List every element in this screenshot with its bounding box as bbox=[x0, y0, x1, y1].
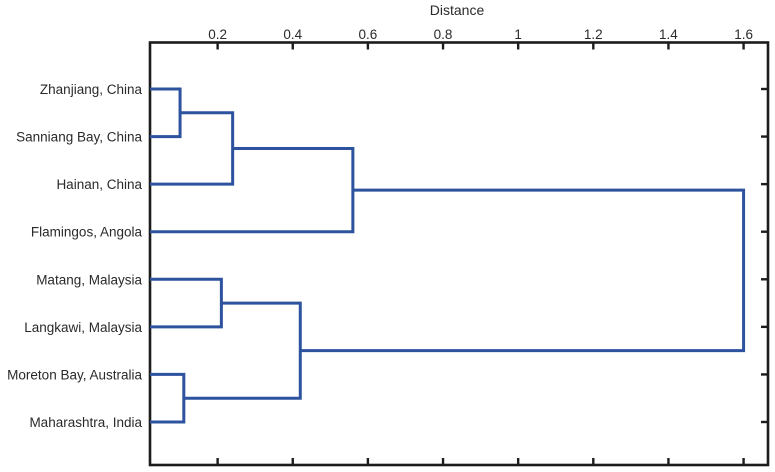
dendrogram-link bbox=[150, 87, 182, 139]
axis-tick-label: 1.2 bbox=[584, 27, 603, 42]
axis-tick-label: 1.4 bbox=[659, 27, 678, 42]
axis-title: Distance bbox=[430, 2, 485, 18]
plot-frame bbox=[148, 41, 770, 467]
axis-tick-label: 1 bbox=[514, 27, 522, 42]
dendrogram-link bbox=[150, 146, 355, 234]
dendrogram-link bbox=[150, 111, 235, 186]
dendrogram-link bbox=[300, 188, 746, 353]
dendrogram-content: Zhanjiang, China Sanniang Bay, China Haina… bbox=[7, 27, 770, 467]
axis-tick-label: 0.4 bbox=[283, 27, 302, 42]
axis-tick-label: 0.8 bbox=[434, 27, 453, 42]
leaf-label: Maharashtra, India bbox=[29, 415, 142, 430]
dendrogram-link bbox=[183, 301, 302, 400]
leaf-label: Moreton Bay, Australia bbox=[7, 367, 142, 382]
leaf-label: Langkawi, Malaysia bbox=[24, 320, 142, 335]
axis-tick-label: 0.6 bbox=[359, 27, 378, 42]
axis-tick-label: 1.6 bbox=[734, 27, 753, 42]
leaf-label: Sanniang Bay, China bbox=[16, 130, 142, 145]
leaf-label: Zhanjiang, China bbox=[40, 82, 143, 97]
leaf-label: Matang, Malaysia bbox=[36, 272, 142, 287]
axis-tick-label: 0.2 bbox=[208, 27, 227, 42]
leaf-label: Flamingos, Angola bbox=[31, 225, 143, 240]
dendrogram-link bbox=[150, 277, 223, 329]
leaf-label: Hainan, China bbox=[56, 177, 142, 192]
dendrogram-link bbox=[150, 372, 186, 424]
